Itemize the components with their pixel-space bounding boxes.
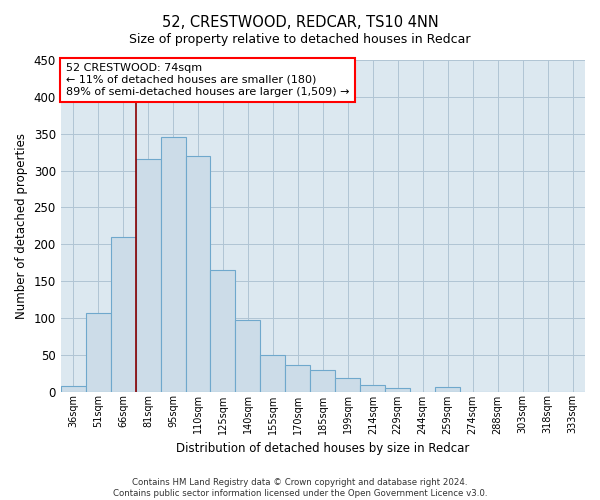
Bar (335, 378, 360, 392)
Bar (161, 138, 185, 392)
X-axis label: Distribution of detached houses by size in Redcar: Distribution of detached houses by size … (176, 442, 470, 455)
Text: 52 CRESTWOOD: 74sqm
← 11% of detached houses are smaller (180)
89% of semi-detac: 52 CRESTWOOD: 74sqm ← 11% of detached ho… (66, 64, 349, 96)
Bar (260, 354, 286, 392)
Bar (86, 314, 110, 392)
Bar (310, 370, 335, 392)
Text: Contains HM Land Registry data © Crown copyright and database right 2024.
Contai: Contains HM Land Registry data © Crown c… (113, 478, 487, 498)
Bar (110, 237, 136, 392)
Bar (235, 320, 260, 392)
Bar (385, 388, 410, 392)
Bar (435, 387, 460, 392)
Bar (136, 160, 161, 392)
Bar (61, 386, 86, 392)
Bar (360, 385, 385, 392)
Text: Size of property relative to detached houses in Redcar: Size of property relative to detached ho… (129, 32, 471, 46)
Bar (185, 156, 211, 392)
Text: 52, CRESTWOOD, REDCAR, TS10 4NN: 52, CRESTWOOD, REDCAR, TS10 4NN (161, 15, 439, 30)
Bar (211, 270, 235, 392)
Bar (286, 365, 310, 392)
Y-axis label: Number of detached properties: Number of detached properties (15, 133, 28, 319)
